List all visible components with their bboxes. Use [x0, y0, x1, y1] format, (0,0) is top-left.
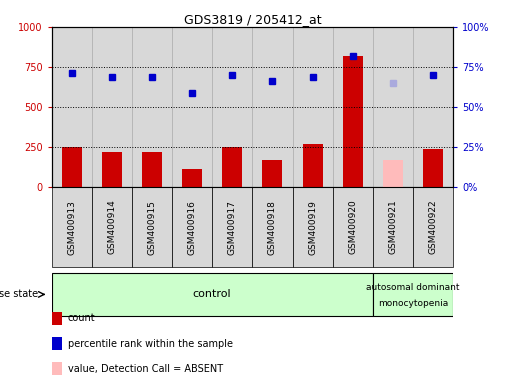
Text: percentile rank within the sample: percentile rank within the sample [67, 339, 233, 349]
Title: GDS3819 / 205412_at: GDS3819 / 205412_at [183, 13, 321, 26]
Bar [52, 362, 62, 375]
Bar [52, 187, 92, 267]
Text: monocytopenia: monocytopenia [378, 299, 448, 308]
Bar [132, 27, 172, 187]
Bar [383, 160, 403, 187]
Text: GSM400919: GSM400919 [308, 200, 317, 255]
Bar [373, 27, 413, 187]
Bar [92, 27, 132, 187]
Text: disease state: disease state [0, 290, 38, 300]
Text: count: count [67, 313, 95, 323]
Bar [52, 273, 373, 316]
Bar [62, 147, 81, 187]
Bar [373, 273, 453, 316]
Bar [52, 27, 92, 187]
Bar [423, 149, 443, 187]
Bar [52, 312, 62, 325]
Bar [343, 56, 363, 187]
Bar [222, 147, 243, 187]
Bar [413, 187, 453, 267]
Bar [212, 187, 252, 267]
Text: GSM400916: GSM400916 [187, 200, 197, 255]
Bar [52, 337, 62, 350]
Text: control: control [193, 290, 232, 300]
Bar [293, 27, 333, 187]
Bar [172, 27, 212, 187]
Bar [252, 187, 293, 267]
Bar [333, 187, 373, 267]
Bar [373, 187, 413, 267]
Bar [182, 169, 202, 187]
Bar [413, 27, 453, 187]
Text: autosomal dominant: autosomal dominant [366, 283, 460, 292]
Text: GSM400921: GSM400921 [388, 200, 398, 255]
Text: GSM400917: GSM400917 [228, 200, 237, 255]
Bar [132, 187, 172, 267]
Bar [293, 187, 333, 267]
Bar [212, 27, 252, 187]
Bar [92, 187, 132, 267]
Text: GSM400914: GSM400914 [107, 200, 116, 255]
Bar [333, 27, 373, 187]
Text: GSM400922: GSM400922 [428, 200, 438, 254]
Bar [303, 144, 322, 187]
Bar [263, 160, 282, 187]
Bar [252, 27, 293, 187]
Bar [102, 152, 122, 187]
Text: GSM400920: GSM400920 [348, 200, 357, 255]
Text: value, Detection Call = ABSENT: value, Detection Call = ABSENT [67, 364, 222, 374]
Text: GSM400913: GSM400913 [67, 200, 76, 255]
Text: GSM400915: GSM400915 [147, 200, 157, 255]
Bar [172, 187, 212, 267]
Bar [142, 152, 162, 187]
Text: GSM400918: GSM400918 [268, 200, 277, 255]
